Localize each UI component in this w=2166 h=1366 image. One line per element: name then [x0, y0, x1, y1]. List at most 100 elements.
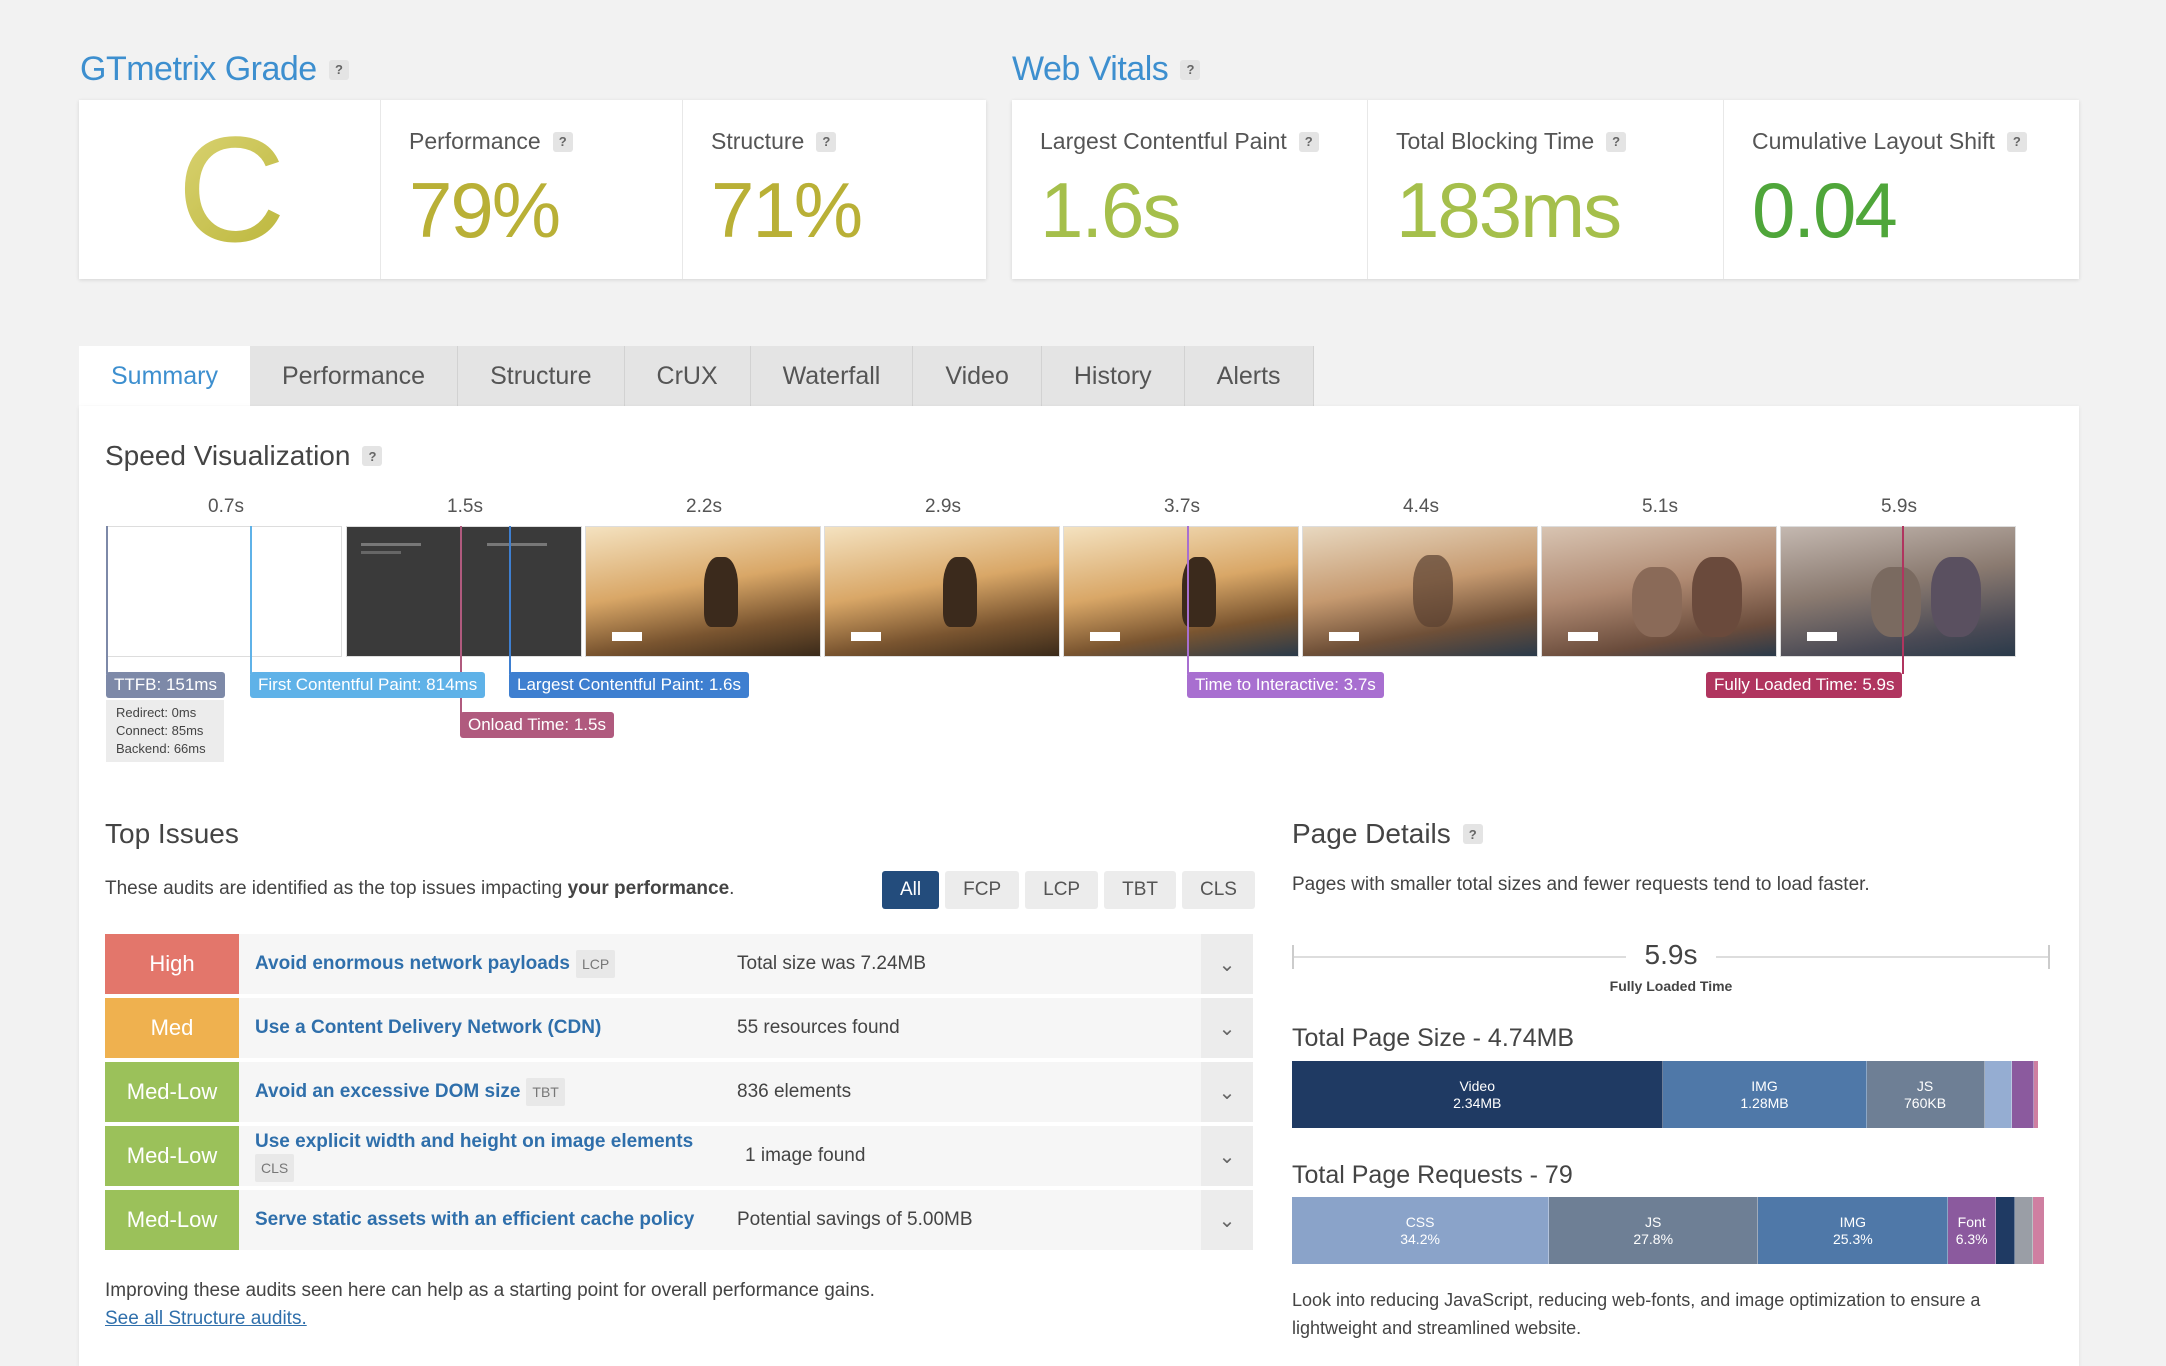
onload-marker: [460, 526, 462, 716]
chevron-down-icon[interactable]: ⌄: [1201, 1190, 1253, 1250]
filmstrip-frame[interactable]: [585, 526, 821, 657]
issue-detail: 836 elements: [737, 1081, 852, 1102]
tab-history[interactable]: History: [1041, 346, 1185, 406]
performance-value: 79%: [409, 166, 561, 254]
chevron-down-icon[interactable]: ⌄: [1201, 1062, 1253, 1122]
filmstrip-frame[interactable]: [1541, 526, 1777, 657]
segment-value: 6.3%: [1955, 1230, 1988, 1247]
bar-segment[interactable]: [1984, 1061, 2012, 1128]
filmstrip-frame[interactable]: [1302, 526, 1538, 657]
issue-detail: 55 resources found: [737, 1017, 900, 1038]
scale-start: [1292, 945, 1294, 969]
issue-title[interactable]: Avoid enormous network payloads: [255, 953, 570, 974]
tab-structure[interactable]: Structure: [458, 346, 625, 406]
bar-segment[interactable]: [2034, 1061, 2038, 1128]
timeline-tick: 1.5s: [447, 496, 483, 517]
tab-video[interactable]: Video: [913, 346, 1042, 406]
bar-segment[interactable]: Video 2.34MB: [1292, 1061, 1664, 1128]
issue-row[interactable]: Med Use a Content Delivery Network (CDN) 5…: [105, 998, 1253, 1058]
help-icon[interactable]: ?: [1180, 59, 1201, 80]
help-icon[interactable]: ?: [328, 59, 349, 80]
help-icon[interactable]: ?: [816, 131, 837, 152]
help-icon[interactable]: ?: [552, 131, 573, 152]
gtmetrix-grade-title: GTmetrix Grade: [80, 50, 317, 88]
bar-segment[interactable]: IMG 1.28MB: [1663, 1061, 1867, 1128]
issue-title[interactable]: Avoid an excessive DOM size: [255, 1081, 521, 1102]
onload-label: Onload Time: 1.5s: [460, 712, 614, 738]
web-vitals-card: Largest Contentful Paint? 1.6s Total Blo…: [1012, 100, 2079, 279]
filter-lcp[interactable]: LCP: [1025, 871, 1099, 909]
issue-detail: 1 image found: [745, 1145, 866, 1166]
bar-segment[interactable]: [2011, 1061, 2035, 1128]
page-details-title: Page Details: [1292, 818, 1451, 849]
chevron-down-icon[interactable]: ⌄: [1201, 1126, 1253, 1186]
bar-segment[interactable]: CSS 34.2%: [1292, 1197, 1550, 1264]
filter-all[interactable]: All: [882, 871, 940, 909]
performance-label: Performance: [409, 128, 541, 154]
issue-title-cell: Use a Content Delivery Network (CDN): [239, 1016, 719, 1040]
segment-value: 25.3%: [1832, 1230, 1873, 1247]
bar-segment[interactable]: Font 6.3%: [1948, 1197, 1996, 1264]
help-icon[interactable]: ?: [1606, 131, 1627, 152]
issue-row[interactable]: Med-Low Use explicit width and height on …: [105, 1126, 1253, 1186]
issues-footer: Improving these audits seen here can hel…: [105, 1280, 875, 1301]
severity-badge: Med-Low: [105, 1126, 239, 1186]
filmstrip-frame[interactable]: [1780, 526, 2016, 657]
issue-title[interactable]: Serve static assets with an efficient ca…: [255, 1209, 695, 1230]
page-details-outro: Look into reducing JavaScript, reducing …: [1292, 1290, 1981, 1338]
issue-title[interactable]: Use explicit width and height on image e…: [255, 1131, 694, 1152]
filmstrip-frame[interactable]: [106, 526, 342, 657]
ttfb-backend: Backend: 66ms: [116, 741, 206, 756]
web-vitals-heading: Web Vitals ?: [1012, 50, 1201, 89]
filter-cls[interactable]: CLS: [1181, 871, 1255, 909]
chevron-down-icon[interactable]: ⌄: [1201, 934, 1253, 994]
segment-label: IMG: [1839, 1213, 1867, 1230]
bar-segment[interactable]: [2033, 1197, 2044, 1264]
lcp-label: Largest Contentful Paint: [1040, 128, 1287, 154]
top-issues-intro: These audits are identified as the top i…: [105, 878, 734, 900]
help-icon[interactable]: ?: [362, 446, 383, 466]
segment-value: 2.34MB: [1453, 1094, 1502, 1111]
help-icon[interactable]: ?: [1462, 824, 1483, 844]
speed-visualization-heading: Speed Visualization ?: [105, 440, 383, 472]
filter-tbt[interactable]: TBT: [1104, 871, 1176, 909]
bar-segment[interactable]: [1995, 1197, 2015, 1264]
issue-row[interactable]: High Avoid enormous network payloads LCP To…: [105, 934, 1253, 994]
bar-segment[interactable]: JS 27.8%: [1549, 1197, 1759, 1264]
scale-end: [2048, 945, 2050, 969]
bar-segment[interactable]: [2014, 1197, 2034, 1264]
timeline-tick: 5.1s: [1642, 496, 1678, 517]
tti-marker: [1187, 526, 1189, 674]
filmstrip-frame[interactable]: [1063, 526, 1299, 657]
issue-row[interactable]: Med-Low Avoid an excessive DOM size TBT 836…: [105, 1062, 1253, 1122]
chevron-down-icon[interactable]: ⌄: [1201, 998, 1253, 1058]
help-icon[interactable]: ?: [1298, 131, 1319, 152]
structure-label: Structure: [711, 128, 805, 154]
filmstrip-frame[interactable]: [824, 526, 1060, 657]
issue-detail: Potential savings of 5.00MB: [737, 1209, 973, 1230]
bar-segment[interactable]: JS 760KB: [1866, 1061, 1985, 1128]
top-issues-intro-bold: your performance: [567, 878, 730, 899]
fully-loaded-caption: Fully Loaded Time: [1609, 978, 1733, 994]
grade-letter: C: [177, 103, 285, 276]
structure-value: 71%: [711, 166, 863, 254]
filmstrip-frame[interactable]: [346, 526, 582, 657]
tab-waterfall[interactable]: Waterfall: [750, 346, 914, 406]
lcp-timeline-label: Largest Contentful Paint: 1.6s: [509, 672, 749, 698]
filter-fcp[interactable]: FCP: [945, 871, 1020, 909]
issue-row[interactable]: Med-Low Serve static assets with an effic…: [105, 1190, 1253, 1250]
issue-title[interactable]: Use a Content Delivery Network (CDN): [255, 1017, 602, 1038]
tab-crux[interactable]: CrUX: [624, 346, 751, 406]
web-vitals-title: Web Vitals: [1012, 50, 1169, 88]
tab-performance[interactable]: Performance: [249, 346, 459, 406]
issue-title-cell: Avoid an excessive DOM size TBT: [239, 1078, 719, 1106]
tab-summary[interactable]: Summary: [79, 346, 250, 406]
top-issues-intro-prefix: These audits are identified as the top i…: [105, 878, 568, 899]
issue-filters: All FCP LCP TBT CLS: [882, 871, 1255, 909]
help-icon[interactable]: ?: [2006, 131, 2027, 152]
timeline-tick: 4.4s: [1403, 496, 1439, 517]
tab-alerts[interactable]: Alerts: [1184, 346, 1314, 406]
segment-label: IMG: [1751, 1077, 1778, 1094]
see-structure-audits-link[interactable]: See all Structure audits.: [105, 1308, 307, 1329]
bar-segment[interactable]: IMG 25.3%: [1758, 1197, 1949, 1264]
